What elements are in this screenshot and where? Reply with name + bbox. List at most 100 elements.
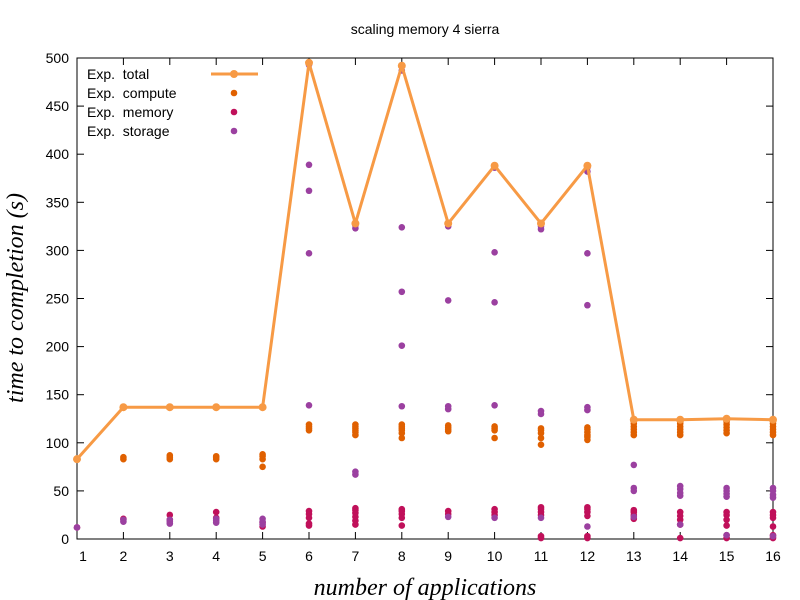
memory-point — [769, 508, 777, 516]
total-point — [397, 61, 406, 70]
storage-point — [73, 524, 81, 531]
plot-area — [73, 58, 777, 542]
storage-point — [723, 531, 730, 539]
memory-point — [584, 503, 591, 511]
storage-point — [584, 249, 591, 257]
x-tick-label: 8 — [398, 548, 406, 564]
plot-frame — [76, 57, 774, 540]
x-axis: 1 2 3 4 5 6 7 8 9 10 11 12 13 14 15 16 — [76, 58, 781, 564]
x-axis-label: number of applications — [314, 575, 537, 600]
storage-point — [491, 401, 498, 409]
legend: Exp. total Exp. compute Exp. memory Exp. st… — [87, 66, 258, 139]
legend-label: Exp. storage — [87, 123, 170, 139]
storage-point — [305, 161, 313, 169]
x-tick-label: 11 — [534, 548, 549, 564]
total-point — [258, 403, 267, 412]
storage-point — [584, 301, 591, 309]
storage-point — [444, 513, 452, 521]
storage-point — [630, 487, 638, 495]
y-tick-label: 350 — [46, 194, 70, 210]
compute-point — [491, 423, 498, 430]
y-axis: 0 50 100 150 200 250 300 350 400 450 500 — [46, 50, 773, 547]
x-tick-label: 10 — [487, 548, 503, 564]
storage-point — [444, 405, 452, 413]
storage-point — [398, 402, 406, 410]
storage-point — [630, 513, 638, 521]
storage-point — [398, 288, 406, 296]
total-point — [769, 415, 777, 424]
memory-point — [352, 504, 359, 512]
x-tick-label: 7 — [352, 548, 360, 564]
storage-point — [769, 494, 777, 501]
memory-point — [723, 516, 730, 524]
legend-label: Exp. memory — [87, 104, 173, 120]
total-point — [537, 219, 545, 228]
x-tick-label: 13 — [626, 548, 642, 564]
memory-point — [491, 505, 498, 513]
memory-point — [676, 534, 684, 542]
compute-point — [120, 453, 127, 461]
storage-point — [630, 461, 638, 469]
storage-point — [537, 514, 545, 522]
total-series-line — [75, 61, 774, 461]
total-point — [73, 455, 81, 464]
y-axis-label: time to completion (s) — [3, 193, 29, 403]
memory-point — [305, 520, 313, 527]
memory-point — [723, 522, 730, 529]
total-point — [119, 403, 128, 412]
total-point — [583, 161, 592, 170]
compute-point — [444, 422, 452, 429]
legend-label: Exp. total — [87, 66, 149, 82]
storage-point — [491, 299, 498, 306]
compute-point — [537, 441, 545, 449]
storage-point — [584, 406, 591, 414]
legend-swatch-point — [230, 70, 238, 78]
total-point — [722, 414, 731, 423]
y-tick-label: 250 — [46, 291, 70, 307]
storage-point — [537, 225, 545, 233]
x-tick-label: 1 — [79, 548, 87, 564]
total-point — [351, 219, 360, 228]
storage-point — [398, 224, 406, 231]
total-point — [629, 415, 638, 424]
storage-point — [305, 401, 313, 409]
compute-point — [398, 434, 406, 442]
y-tick-label: 500 — [46, 50, 70, 66]
y-tick-label: 100 — [46, 435, 70, 451]
x-tick-label: 12 — [580, 548, 596, 564]
compute-point — [305, 421, 313, 428]
storage-point — [398, 342, 406, 349]
x-tick-label: 5 — [259, 548, 267, 564]
storage-point — [676, 492, 684, 500]
storage-point — [120, 516, 127, 524]
legend-swatch-point — [230, 89, 238, 97]
x-tick-label: 14 — [672, 548, 688, 564]
total-point — [212, 403, 221, 412]
storage-point — [723, 493, 730, 500]
memory-point — [398, 522, 406, 529]
storage-point — [676, 521, 684, 528]
total-point — [305, 58, 313, 67]
y-tick-label: 200 — [46, 339, 70, 355]
compute-point — [584, 424, 591, 431]
storage-point — [444, 297, 452, 304]
storage-point — [769, 532, 777, 540]
memory-point — [769, 523, 777, 530]
y-tick-label: 400 — [46, 146, 70, 162]
memory-point — [166, 511, 174, 519]
memory-point — [537, 532, 545, 540]
memory-point — [676, 508, 684, 516]
total-point — [165, 403, 174, 412]
y-tick-label: 150 — [46, 387, 70, 403]
compute-point — [259, 463, 266, 471]
memory-point — [584, 532, 591, 540]
memory-point — [444, 507, 452, 515]
y-tick-label: 50 — [53, 483, 69, 499]
x-tick-label: 6 — [305, 548, 313, 564]
storage-point — [352, 471, 359, 478]
y-tick-label: 450 — [46, 98, 70, 114]
compute-point — [537, 434, 545, 442]
total-point — [490, 161, 499, 170]
storage-point — [491, 249, 498, 256]
total-point — [444, 219, 453, 228]
